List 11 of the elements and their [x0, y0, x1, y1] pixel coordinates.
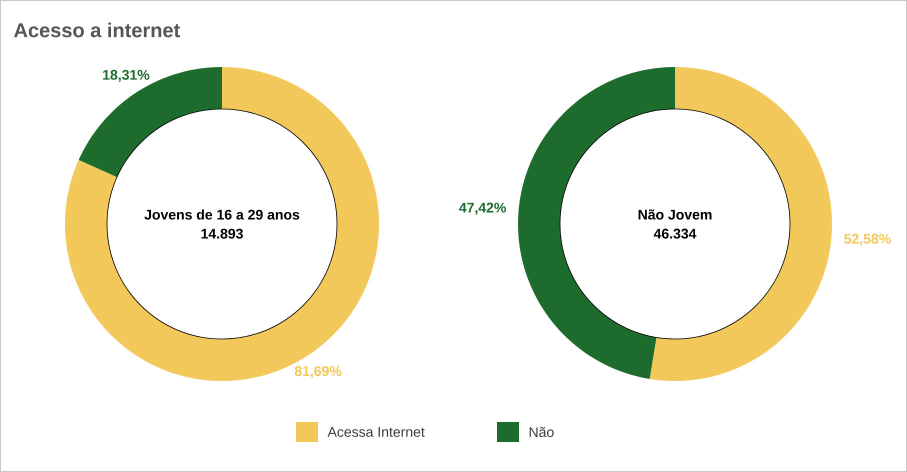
- legend-label: Acessa Internet: [328, 427, 425, 437]
- data-label: 81,69%: [294, 366, 342, 378]
- data-label: 52,58%: [844, 234, 891, 246]
- data-label: 18,31%: [103, 70, 150, 82]
- text: Jovens de 16 a 29 anos: [144, 209, 300, 220]
- data-label: 47,42%: [459, 202, 506, 215]
- text: 46.334: [654, 228, 696, 239]
- text: 14.893: [201, 228, 243, 239]
- text: Não Jovem: [638, 209, 712, 220]
- chart-title: Acesso a internet: [14, 22, 180, 38]
- legend-label: Não: [530, 426, 554, 438]
